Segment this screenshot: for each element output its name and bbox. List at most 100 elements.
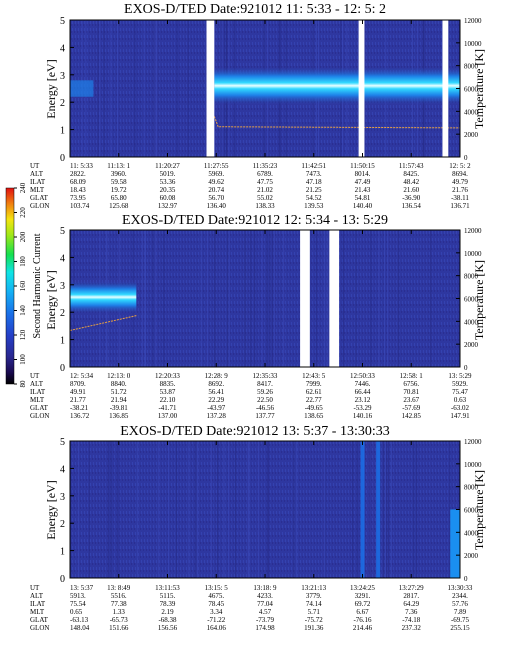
footer-cell: 12:28: 9	[205, 372, 229, 380]
noise-streak	[88, 441, 90, 578]
noise-streak	[342, 230, 344, 367]
panel-2: EXOS-D/TED Date:921012 12: 5:34 - 13: 5:…	[30, 213, 486, 420]
footer-cell: 255.15	[450, 624, 470, 632]
footer-cell: 148.04	[70, 624, 90, 632]
footer-cell: 4675.	[208, 592, 224, 600]
footer-cell: 13:30:33	[448, 584, 473, 592]
footer-row-label: GLAT	[30, 194, 49, 202]
colorbar-tick-label: 140	[19, 305, 27, 316]
footer-cell: 12: 5: 2	[449, 162, 471, 170]
colorbar-tick-label: 120	[19, 329, 27, 340]
footer-cell: 12:50:33	[350, 372, 375, 380]
footer-cell: 6.67	[356, 608, 369, 616]
footer-cell: 21.02	[257, 186, 273, 194]
noise-streak	[273, 230, 275, 367]
footer-cell: 11:35:23	[253, 162, 278, 170]
footer-cell: 13: 5:37	[70, 584, 94, 592]
noise-streak	[370, 230, 372, 367]
footer-row-label: MLT	[30, 186, 45, 194]
y2-tick-label: 8000	[464, 484, 479, 492]
noise-streak	[136, 441, 138, 578]
noise-streak	[323, 441, 325, 578]
noise-streak	[110, 441, 112, 578]
noise-streak	[430, 230, 432, 367]
noise-streak	[134, 20, 136, 157]
footer-cell: -38.21	[70, 404, 89, 412]
footer-cell: 62.61	[306, 388, 322, 396]
noise-streak	[296, 441, 298, 578]
footer-row-label: UT	[30, 372, 40, 380]
panel-1-y2-ticks: 0 2000 4000 6000 8000 10000 12000	[456, 17, 482, 162]
footer-cell: -38.11	[451, 194, 469, 202]
noise-streak	[158, 441, 160, 578]
footer-cell: 22.77	[306, 396, 322, 404]
footer-cell: -49.65	[305, 404, 324, 412]
panel-2-y-ticks: 0 1 2 3 4 5	[60, 226, 74, 374]
footer-cell: 21.60	[403, 186, 419, 194]
footer-cell: 0.65	[70, 608, 83, 616]
footer-cell: 7473.	[306, 170, 322, 178]
noise-streak	[368, 441, 370, 578]
footer-row-label: GLAT	[30, 616, 49, 624]
footer-cell: 51.72	[111, 388, 127, 396]
footer-row-label: GLON	[30, 624, 49, 632]
early-energy-band	[70, 80, 94, 97]
footer-cell: 136.72	[70, 412, 90, 420]
y2-tick-label: 10000	[464, 250, 482, 258]
noise-streak	[110, 20, 112, 157]
footer-cell: 73.95	[70, 194, 86, 202]
footer-cell: 59.26	[257, 388, 273, 396]
footer-cell: 12:13: 0	[107, 372, 131, 380]
colorbar: 80 100 120 140 160 180 200 220 240 Second Harmon…	[5, 182, 43, 388]
panel-1-plot-area	[69, 19, 461, 158]
footer-row-label: ILAT	[30, 388, 46, 396]
noise-streak	[449, 441, 451, 578]
footer-cell: 13:11:53	[155, 584, 180, 592]
panel-2-title: EXOS-D/TED Date:921012 12: 5:34 - 13: 5:…	[122, 213, 388, 228]
y2-tick-label: 2000	[464, 341, 479, 349]
noise-streak	[155, 20, 157, 157]
noise-streak	[108, 441, 110, 578]
panel-1: EXOS-D/TED Date:921012 11: 5:33 - 12: 5:…	[30, 2, 486, 210]
noise-streak	[206, 230, 208, 367]
footer-cell: 5516.	[111, 592, 127, 600]
noise-streak	[168, 441, 170, 578]
noise-streak	[248, 441, 250, 578]
y2-tick-label: 0	[464, 364, 468, 372]
footer-cell: 7.89	[454, 608, 467, 616]
footer-cell: 5115.	[160, 592, 176, 600]
noise-streak	[283, 230, 285, 367]
noise-streak	[155, 230, 157, 367]
footer-cell: 11:20:27	[155, 162, 180, 170]
noise-streak	[378, 230, 380, 367]
footer-cell: -63.13	[70, 616, 89, 624]
noise-streak	[117, 441, 119, 578]
noise-streak	[163, 230, 165, 367]
noise-streak	[247, 441, 249, 578]
panel-1-title: EXOS-D/TED Date:921012 11: 5:33 - 12: 5:…	[124, 2, 386, 17]
y2-tick-label: 4000	[464, 318, 479, 326]
footer-row-label: UT	[30, 584, 40, 592]
y-tick-label: 0	[60, 153, 65, 164]
y-tick-label: 4	[60, 43, 65, 54]
footer-cell: 22.29	[208, 396, 224, 404]
y-tick-label: 1	[60, 336, 65, 347]
y2-tick-label: 12000	[464, 227, 482, 235]
noise-streak	[244, 230, 246, 367]
footer-cell: 4.57	[259, 608, 272, 616]
footer-cell: 20.74	[208, 186, 224, 194]
data-gap	[300, 230, 310, 367]
noise-streak	[398, 230, 400, 367]
footer-cell: -74.18	[402, 616, 421, 624]
footer-cell: 7999.	[306, 380, 322, 388]
footer-cell: 1.33	[113, 608, 126, 616]
footer-cell: -46.56	[256, 404, 275, 412]
y2-tick-label: 6000	[464, 296, 479, 304]
panel-2-ylabel: Energy [eV]	[44, 270, 58, 329]
noise-streak	[152, 230, 154, 367]
colorbar-tick-label: 160	[19, 280, 27, 291]
noise-streak	[214, 230, 216, 367]
footer-cell: 12:58: 1	[400, 372, 424, 380]
y-tick-label: 3	[60, 281, 65, 292]
footer-cell: 23.12	[355, 396, 371, 404]
